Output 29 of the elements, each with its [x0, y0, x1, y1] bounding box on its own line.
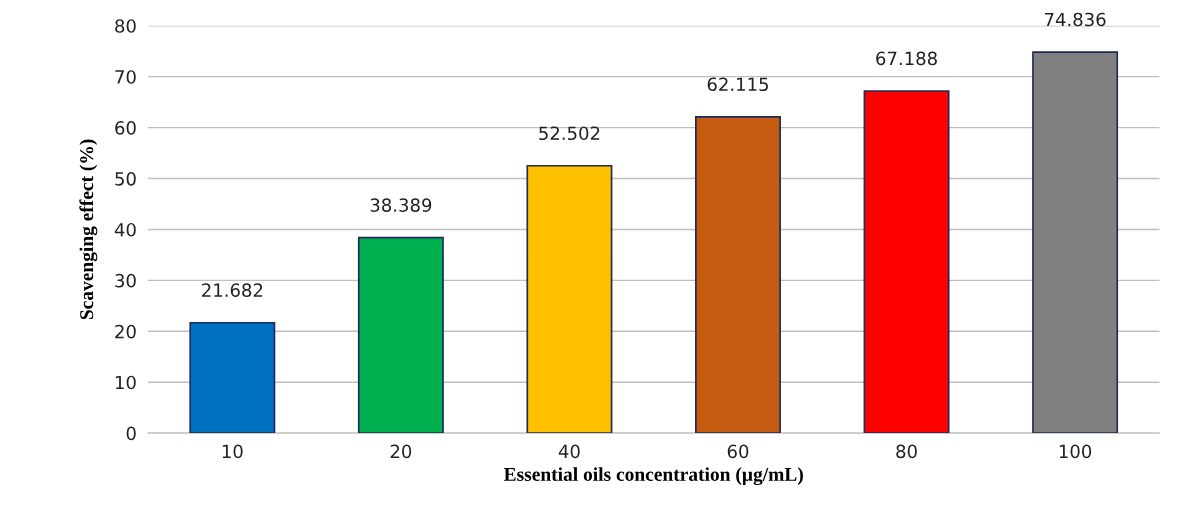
- data-label: 52.502: [539, 126, 600, 141]
- y-tick-label: 40: [114, 222, 136, 237]
- y-tick-label: 60: [115, 121, 136, 135]
- bar: [189, 321, 276, 434]
- data-label: 21.682: [202, 283, 263, 297]
- x-tick-label: 20: [390, 444, 412, 459]
- x-axis-title: Essential oils concentration (µg/mL): [503, 467, 803, 486]
- y-axis-title: Scavenging effect (%): [79, 139, 98, 320]
- y-tick-label: 70: [115, 70, 136, 84]
- y-tick-label: 0: [126, 426, 136, 441]
- x-tick-label: 80: [896, 444, 917, 459]
- data-label: 67.188: [876, 51, 937, 66]
- data-label: 74.836: [1044, 12, 1106, 27]
- data-label: 38.389: [370, 198, 432, 212]
- bar: [695, 115, 781, 434]
- x-tick-label: 60: [727, 444, 749, 459]
- y-tick-label: 10: [115, 375, 136, 390]
- y-tick-label: 30: [115, 273, 136, 288]
- x-tick-label: 40: [558, 444, 580, 459]
- x-tick-label: 10: [222, 444, 243, 459]
- y-tick-label: 80: [115, 19, 136, 33]
- bar: [357, 236, 444, 434]
- y-tick-label: 20: [115, 324, 136, 339]
- x-tick-label: 100: [1059, 444, 1092, 459]
- bar: [526, 164, 613, 434]
- bar: [1032, 51, 1119, 434]
- y-tick-label: 50: [115, 171, 136, 186]
- data-label: 62.115: [707, 77, 768, 92]
- bar: [863, 90, 950, 434]
